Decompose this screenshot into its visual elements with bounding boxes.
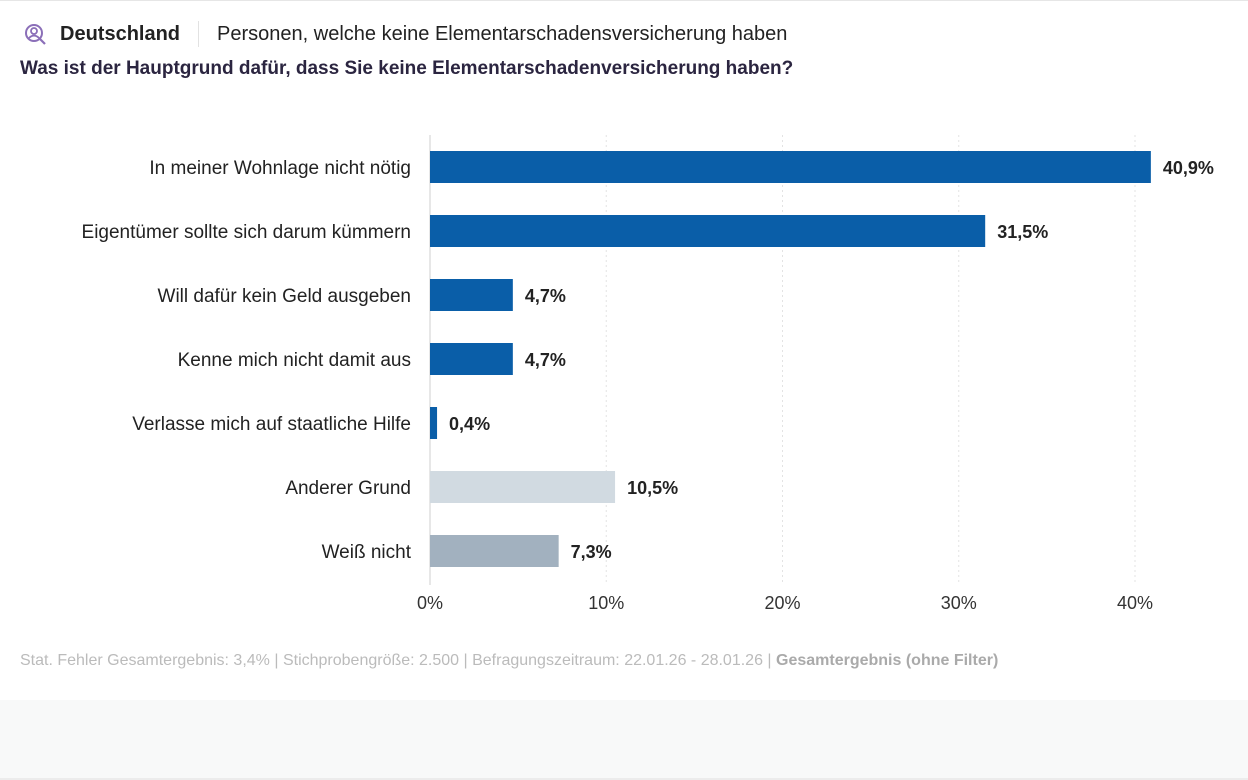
category-label: Verlasse mich auf staatliche Hilfe xyxy=(132,414,411,435)
bar xyxy=(430,471,616,503)
population-label: Personen, welche keine Elementarschadens… xyxy=(217,22,788,45)
data-label: 7,3% xyxy=(571,542,612,562)
category-label: Weiß nicht xyxy=(322,542,412,563)
category-label: Will dafür kein Geld ausgeben xyxy=(158,286,411,307)
data-label: 0,4% xyxy=(449,414,490,434)
category-label: Eigentümer sollte sich darum kümmern xyxy=(82,222,411,243)
footer-stats: Stat. Fehler Gesamtergebnis: 3,4% | Stic… xyxy=(20,652,777,669)
filter-label: Gesamtergebnis (ohne Filter) xyxy=(776,652,999,669)
region-label: Deutschland xyxy=(60,22,181,45)
x-tick-label: 20% xyxy=(764,593,800,613)
divider xyxy=(198,21,200,47)
data-label: 10,5% xyxy=(627,478,678,498)
user-search-icon xyxy=(25,24,46,45)
bar xyxy=(430,343,513,375)
x-tick-label: 40% xyxy=(1117,593,1153,613)
category-label: In meiner Wohnlage nicht nötig xyxy=(149,158,411,179)
x-tick-label: 10% xyxy=(588,593,624,613)
category-label: Anderer Grund xyxy=(285,478,411,499)
footer-info: Stat. Fehler Gesamtergebnis: 3,4% | Stic… xyxy=(20,652,998,670)
data-label: 4,7% xyxy=(525,286,566,306)
x-tick-label: 0% xyxy=(417,593,443,613)
bottom-panel xyxy=(0,700,1248,780)
category-label: Kenne mich nicht damit aus xyxy=(178,350,411,371)
bar xyxy=(430,407,438,439)
bar xyxy=(430,279,513,311)
data-label: 31,5% xyxy=(997,222,1048,242)
question-title: Was ist der Hauptgrund dafür, dass Sie k… xyxy=(20,58,794,79)
top-border xyxy=(0,0,1248,1)
bar-chart: 0% 10% 20% 30% 40% In meiner Wohnlage nicht n… xyxy=(82,135,1214,613)
data-label: 40,9% xyxy=(1163,158,1214,178)
bar xyxy=(430,215,986,247)
header: Deutschland Personen, welche keine Eleme… xyxy=(24,20,787,48)
bar xyxy=(430,535,559,567)
bar xyxy=(430,151,1151,183)
data-label: 4,7% xyxy=(525,350,566,370)
x-tick-label: 30% xyxy=(941,593,977,613)
